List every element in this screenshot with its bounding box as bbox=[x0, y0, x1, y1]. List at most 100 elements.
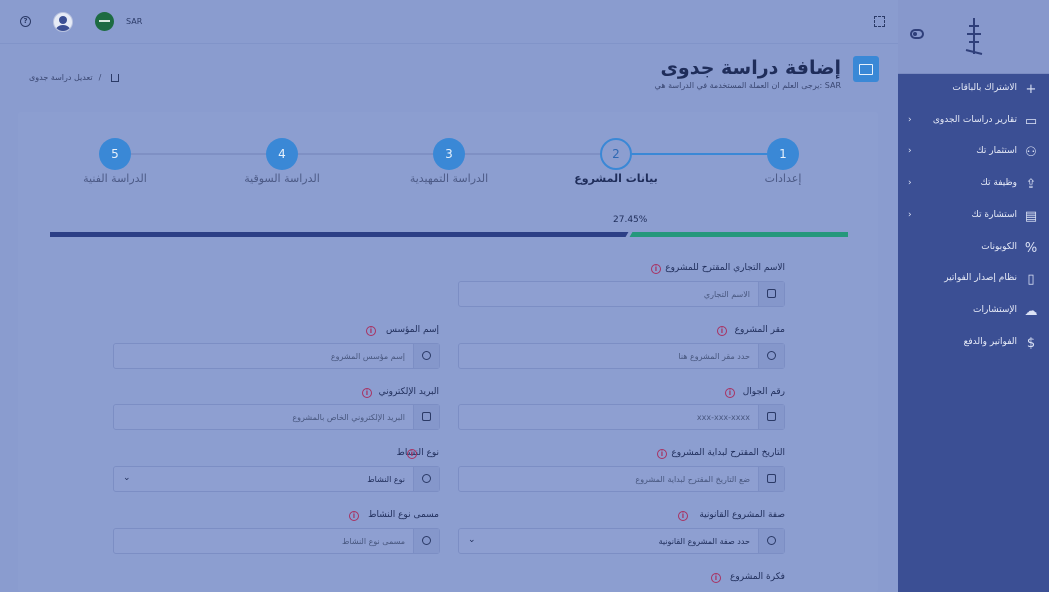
info-icon[interactable]: i bbox=[362, 388, 372, 398]
step-3[interactable]: 3 bbox=[433, 138, 465, 170]
user-icon bbox=[413, 344, 439, 368]
breadcrumb-separator: / bbox=[98, 73, 102, 82]
email-field[interactable]: البريد الإلكتروني الخاص بالمشروع bbox=[113, 404, 440, 430]
project-location-label: مقر المشروع bbox=[734, 325, 785, 335]
id-card-icon: ▤ bbox=[1024, 208, 1038, 224]
percent-icon: % bbox=[1024, 240, 1038, 256]
commercial-name-placeholder: الاسم التجاري bbox=[703, 290, 750, 299]
plus-icon: + bbox=[1025, 82, 1037, 97]
stepper-track-done bbox=[632, 153, 784, 155]
info-icon[interactable]: i bbox=[711, 573, 721, 583]
page-subtitle: يرجى العلم ان العملة المستخدمة في الدراس… bbox=[654, 81, 841, 90]
step-1-label: إعدادات bbox=[764, 172, 802, 185]
step-3-label: الدراسة التمهيدية bbox=[409, 172, 489, 185]
step-4[interactable]: 4 bbox=[266, 138, 298, 170]
email-label: البريد الإلكتروني bbox=[378, 387, 439, 397]
step-2[interactable]: 2 bbox=[600, 138, 632, 170]
sidebar-item-label: الإستشارات bbox=[973, 304, 1017, 315]
sidebar-item-5[interactable]: ▤ استشارة تك › bbox=[898, 201, 1049, 233]
activity-type-label: نوع النشاط bbox=[396, 448, 439, 458]
phone-icon bbox=[758, 405, 784, 429]
brand-logo-icon[interactable] bbox=[963, 16, 985, 58]
send-icon bbox=[413, 405, 439, 429]
info-icon[interactable]: i bbox=[407, 449, 417, 459]
breadcrumb: تعديل دراسة جدوى / bbox=[29, 73, 120, 82]
breadcrumb-current: تعديل دراسة جدوى bbox=[29, 73, 93, 82]
chevron-right-icon[interactable]: › bbox=[908, 209, 912, 220]
info-icon[interactable]: i bbox=[366, 326, 376, 336]
page-title: إضافة دراسة جدوى bbox=[660, 57, 842, 79]
help-circle-icon[interactable]: ? bbox=[20, 16, 31, 27]
sidebar-header bbox=[898, 0, 1049, 74]
step-5-label: الدراسة الفنية bbox=[83, 172, 147, 185]
step-5[interactable]: 5 bbox=[99, 138, 131, 170]
location-pin-icon bbox=[758, 344, 784, 368]
info-icon[interactable]: i bbox=[651, 264, 661, 274]
chat-icon: ☁ bbox=[1024, 303, 1038, 319]
sidebar-item-7[interactable]: ▯ نظام إصدار الفواتير bbox=[898, 264, 1049, 296]
mobile-label: رقم الجوال bbox=[742, 387, 785, 397]
sidebar-item-4[interactable]: ⇪ وظيفة تك › bbox=[898, 169, 1049, 201]
user-upload-icon: ⇪ bbox=[1025, 177, 1037, 193]
mobile-placeholder: xxx-xxx-xxxx bbox=[696, 413, 750, 422]
project-idea-label: فكرة المشروع bbox=[730, 572, 785, 582]
start-date-field[interactable]: ضع التاريخ المقترح لبداية المشروع bbox=[458, 466, 785, 492]
chevron-down-icon[interactable]: ⌄ bbox=[123, 473, 131, 483]
chevron-right-icon[interactable]: › bbox=[908, 146, 912, 157]
step-1[interactable]: 1 bbox=[767, 138, 799, 170]
email-placeholder: البريد الإلكتروني الخاص بالمشروع bbox=[292, 413, 405, 422]
founder-name-placeholder: إسم مؤسس المشروع bbox=[330, 352, 405, 361]
sidebar-item-6[interactable]: % الكوبونات bbox=[898, 233, 1049, 265]
saudi-flag-icon[interactable] bbox=[95, 12, 114, 31]
sidebar-item-2[interactable]: ▭ تقارير دراسات الجدوى › bbox=[898, 106, 1049, 138]
activity-type-name-label: مسمى نوع النشاط bbox=[368, 510, 439, 520]
sidebar-item-9[interactable]: $ الفواتير والدفع bbox=[898, 328, 1049, 360]
step-2-label: بيانات المشروع bbox=[574, 172, 658, 185]
sidebar-item-3[interactable]: ⚇ استثمار تك › bbox=[898, 137, 1049, 169]
info-icon[interactable]: i bbox=[678, 511, 688, 521]
briefcase-icon: ▭ bbox=[1024, 113, 1038, 129]
calendar-icon bbox=[758, 467, 784, 491]
start-date-label: التاريخ المقترح لبداية المشروع bbox=[671, 448, 785, 458]
award-icon bbox=[758, 529, 784, 553]
commercial-name-label: الاسم التجاري المقترح للمشروع bbox=[665, 263, 785, 273]
info-icon[interactable]: i bbox=[657, 449, 667, 459]
currency-label[interactable]: SAR bbox=[126, 17, 143, 26]
legal-form-value: حدد صفة المشروع القانونية bbox=[658, 537, 750, 546]
user-avatar-icon[interactable] bbox=[53, 12, 73, 32]
activity-type-select[interactable]: نوع النشاط ⌄ bbox=[113, 466, 440, 492]
founder-name-field[interactable]: إسم مؤسس المشروع bbox=[113, 343, 440, 369]
info-icon[interactable]: i bbox=[717, 326, 727, 336]
document-icon: ▯ bbox=[1027, 272, 1035, 288]
briefcase-icon bbox=[853, 56, 879, 82]
founder-name-label: إسم المؤسس bbox=[385, 325, 439, 335]
sidebar-item-label: الفواتير والدفع bbox=[963, 336, 1017, 347]
sidebar-item-8[interactable]: ☁ الإستشارات bbox=[898, 296, 1049, 328]
home-icon[interactable] bbox=[111, 73, 120, 82]
start-date-placeholder: ضع التاريخ المقترح لبداية المشروع bbox=[635, 475, 750, 484]
mobile-field[interactable]: xxx-xxx-xxxx bbox=[458, 404, 785, 430]
legal-form-select[interactable]: حدد صفة المشروع القانونية ⌄ bbox=[458, 528, 785, 554]
sidebar-item-label: استشارة تك bbox=[971, 209, 1017, 220]
sidebar-item-label: وظيفة تك bbox=[980, 178, 1017, 189]
chevron-right-icon[interactable]: › bbox=[908, 178, 912, 189]
legal-form-label: صفة المشروع القانونية bbox=[699, 510, 785, 520]
check-circle-icon bbox=[413, 467, 439, 491]
sidebar: + الاشتراك بالباقات ▭ تقارير دراسات الجدوى ›… bbox=[898, 0, 1049, 592]
sidebar-item-1[interactable]: + الاشتراك بالباقات bbox=[898, 74, 1049, 106]
sidebar-item-label: الاشتراك بالباقات bbox=[952, 83, 1017, 93]
sidebar-toggle-icon[interactable] bbox=[910, 29, 924, 39]
info-icon[interactable]: i bbox=[349, 511, 359, 521]
chevron-right-icon[interactable]: › bbox=[908, 114, 912, 125]
progress-text: 27.45% bbox=[613, 215, 648, 225]
commercial-name-field[interactable]: الاسم التجاري bbox=[458, 281, 785, 307]
sidebar-item-label: نظام إصدار الفواتير bbox=[944, 273, 1017, 284]
project-location-field[interactable]: حدد مقر المشروع هنا bbox=[458, 343, 785, 369]
users-icon: ⚇ bbox=[1025, 145, 1037, 161]
activity-type-value: نوع النشاط bbox=[367, 475, 405, 484]
sidebar-item-label: تقارير دراسات الجدوى bbox=[932, 114, 1017, 125]
chevron-down-icon[interactable]: ⌄ bbox=[468, 535, 476, 545]
info-icon[interactable]: i bbox=[725, 388, 735, 398]
fullscreen-icon[interactable] bbox=[874, 16, 885, 27]
activity-type-name-field[interactable]: مسمى نوع النشاط bbox=[113, 528, 440, 554]
